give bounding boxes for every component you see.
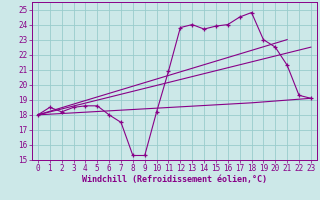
X-axis label: Windchill (Refroidissement éolien,°C): Windchill (Refroidissement éolien,°C) [82, 175, 267, 184]
